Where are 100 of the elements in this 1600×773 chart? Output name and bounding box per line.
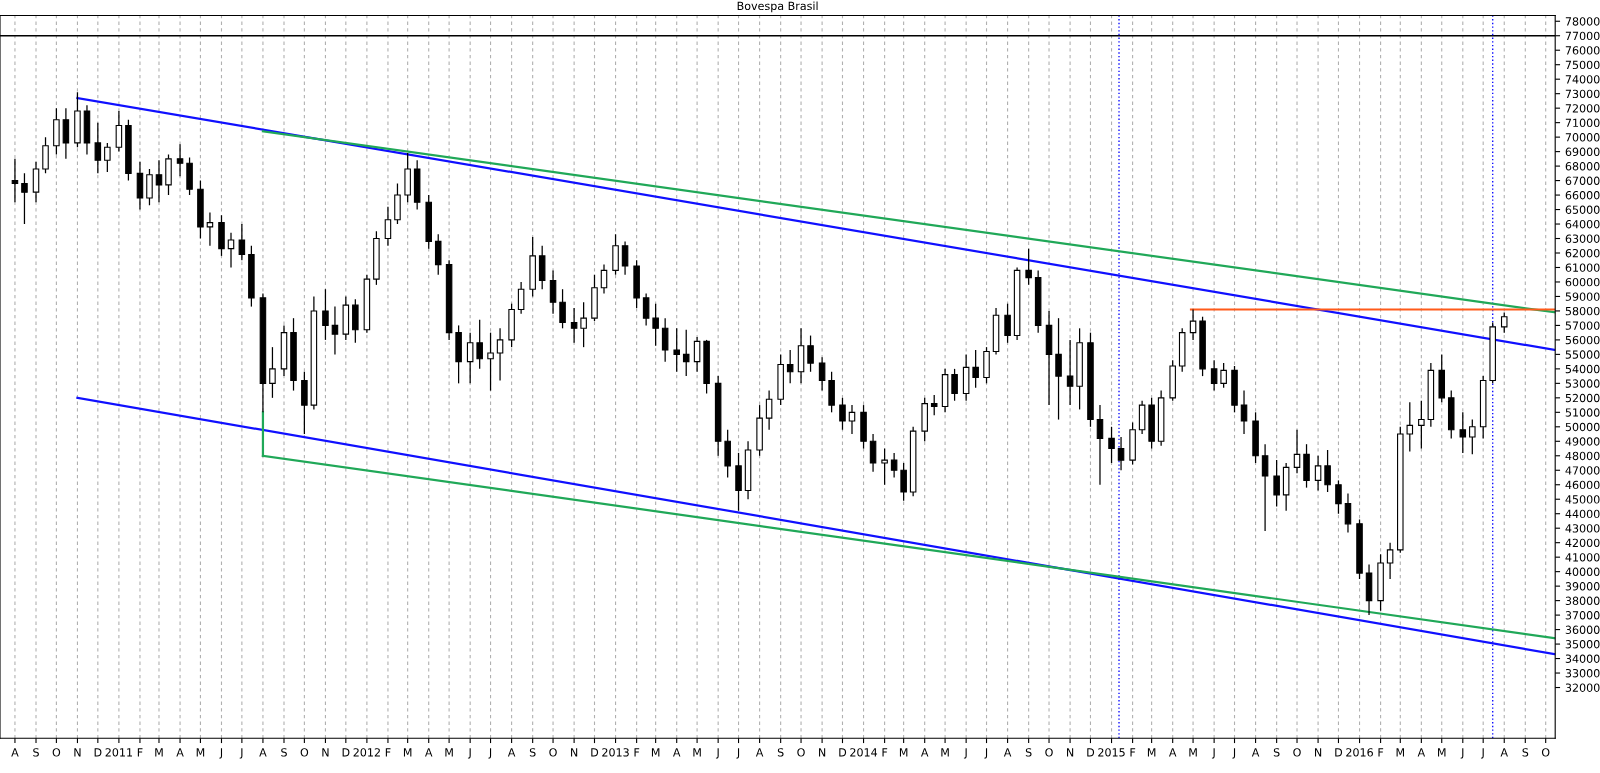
- x-tick-label: F: [1130, 748, 1136, 757]
- x-tick-label: A: [176, 748, 184, 757]
- y-tick-label: 33000: [1565, 669, 1600, 678]
- x-tick-label: A: [672, 748, 681, 757]
- x-tick-label: A: [1168, 748, 1177, 757]
- y-tick-label: 64000: [1565, 220, 1600, 229]
- y-tick-label: 49000: [1565, 437, 1600, 446]
- y-tick-label: 38000: [1565, 596, 1600, 605]
- y-tick-label: 62000: [1565, 248, 1600, 258]
- y-tick-label: 77000: [1565, 31, 1600, 41]
- x-tick-label: J: [736, 748, 740, 759]
- y-tick-label: 57000: [1565, 321, 1600, 330]
- x-tick-label: S: [33, 748, 39, 757]
- y-tick-label: 69000: [1565, 147, 1600, 156]
- y-tick-label: 53000: [1565, 379, 1600, 388]
- x-tick-label: N: [1315, 748, 1322, 757]
- y-tick-label: 78000: [1565, 17, 1600, 26]
- x-tick-label: S: [1522, 748, 1529, 757]
- x-tick-label: O: [1045, 748, 1053, 757]
- y-tick-label: 45000: [1565, 495, 1600, 504]
- x-tick-label: A: [1003, 748, 1012, 757]
- y-tick-label: 60000: [1565, 277, 1600, 287]
- y-tick-label: 36000: [1565, 625, 1600, 634]
- y-tick-label: 44000: [1565, 509, 1600, 519]
- x-tick-label: D: [342, 748, 350, 757]
- x-tick-label: F: [137, 748, 143, 757]
- x-tick-label: O: [549, 748, 557, 757]
- x-tick-label: J: [467, 748, 471, 759]
- x-tick-label: A: [920, 748, 929, 757]
- y-tick-label: 41000: [1565, 553, 1600, 562]
- y-tick-label: 54000: [1565, 364, 1600, 374]
- x-tick-label: A: [1500, 748, 1508, 757]
- x-tick-label: S: [1273, 748, 1280, 757]
- y-tick-label: 61000: [1565, 263, 1600, 272]
- x-tick-label: S: [281, 748, 287, 757]
- y-tick-label: 71000: [1565, 118, 1600, 128]
- x-tick-label: 2014: [850, 748, 878, 757]
- x-tick-label: J: [1211, 748, 1215, 759]
- y-tick-label: 39000: [1565, 582, 1600, 591]
- x-tick-label: A: [1417, 748, 1426, 757]
- y-tick-label: 58000: [1565, 306, 1600, 316]
- x-tick-label: M: [403, 748, 412, 757]
- x-tick-label: D: [94, 748, 102, 757]
- x-tick-label: D: [1087, 748, 1095, 757]
- x-tick-label: J: [1480, 748, 1484, 759]
- x-tick-label: M: [196, 748, 205, 757]
- x-tick-label: J: [488, 748, 492, 759]
- x-tick-label: A: [259, 748, 267, 757]
- y-tick-label: 67000: [1565, 176, 1600, 185]
- x-tick-label: M: [155, 748, 163, 757]
- x-tick-label: A: [507, 748, 516, 757]
- x-tick-label: N: [74, 748, 81, 757]
- x-tick-label: A: [425, 748, 433, 757]
- y-tick-label: 47000: [1565, 466, 1600, 475]
- x-tick-label: 2015: [1098, 748, 1125, 757]
- y-tick-label: 52000: [1565, 393, 1600, 403]
- x-tick-label: M: [1396, 748, 1404, 757]
- x-tick-label: A: [755, 748, 764, 757]
- y-tick-label: 63000: [1565, 234, 1600, 243]
- y-tick-label: 66000: [1565, 191, 1600, 200]
- y-tick-label: 76000: [1565, 46, 1600, 55]
- x-tick-label: M: [1147, 748, 1156, 757]
- x-tick-label: M: [651, 748, 660, 757]
- y-tick-label: 65000: [1565, 205, 1600, 214]
- x-tick-label: S: [777, 748, 784, 757]
- x-tick-label: J: [219, 748, 223, 759]
- chart-title: Bovespa Brasil: [737, 1, 818, 13]
- x-tick-label: J: [715, 748, 719, 759]
- x-tick-label: F: [634, 748, 640, 757]
- x-tick-label: J: [1232, 748, 1236, 759]
- y-tick-label: 55000: [1565, 350, 1600, 359]
- y-tick-label: 73000: [1565, 89, 1600, 99]
- x-tick-label: M: [693, 748, 701, 757]
- x-tick-label: M: [1438, 748, 1446, 757]
- x-tick-label: N: [1067, 748, 1074, 757]
- x-tick-label: J: [239, 748, 243, 759]
- y-tick-label: 42000: [1565, 538, 1600, 548]
- x-tick-label: A: [1251, 748, 1260, 757]
- y-tick-label: 32000: [1565, 683, 1600, 692]
- x-tick-label: D: [1335, 748, 1343, 757]
- y-tick-label: 34000: [1565, 654, 1600, 663]
- y-tick-label: 51000: [1565, 408, 1600, 417]
- x-tick-label: O: [797, 748, 805, 757]
- y-tick-label: 35000: [1565, 640, 1600, 649]
- x-tick-label: O: [52, 748, 61, 757]
- x-tick-label: 2013: [602, 748, 629, 757]
- x-tick-label: J: [963, 748, 967, 759]
- x-tick-label: 2016: [1346, 748, 1373, 757]
- x-tick-label: 2012: [353, 748, 380, 757]
- y-tick-label: 70000: [1565, 133, 1600, 142]
- x-tick-label: J: [984, 748, 988, 759]
- x-tick-label: F: [1378, 748, 1384, 757]
- x-tick-label: J: [1460, 748, 1464, 759]
- y-tick-label: 40000: [1565, 567, 1600, 577]
- y-tick-label: 56000: [1565, 335, 1600, 345]
- x-tick-label: F: [385, 748, 391, 757]
- y-tick-label: 48000: [1565, 451, 1600, 461]
- y-tick-label: 75000: [1565, 60, 1600, 70]
- x-tick-label: A: [11, 748, 19, 757]
- x-tick-label: D: [591, 748, 599, 757]
